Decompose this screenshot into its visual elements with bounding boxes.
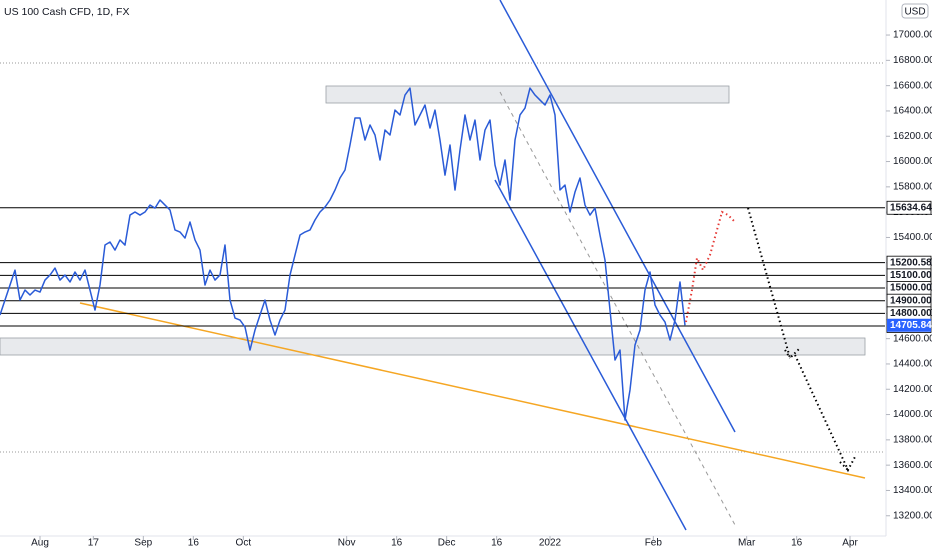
y-tick-label: 16000.00 bbox=[893, 156, 932, 167]
x-tick-label: Feb bbox=[645, 538, 663, 549]
projection-arrow bbox=[794, 354, 857, 473]
y-tick-label: 16600.00 bbox=[893, 80, 932, 91]
y-tick-label: 13400.00 bbox=[893, 485, 932, 496]
channel-line bbox=[499, 0, 736, 433]
y-tick-label: 17000.00 bbox=[893, 30, 932, 41]
price-level-label: 14800.00 bbox=[890, 308, 932, 319]
last-price-box bbox=[887, 318, 931, 332]
y-tick-label: 16400.00 bbox=[893, 106, 932, 117]
x-tick-label: Dec bbox=[438, 538, 456, 549]
y-tick-label: 14600.00 bbox=[893, 333, 932, 344]
projection-arrow bbox=[839, 461, 849, 471]
currency: USD bbox=[904, 7, 925, 18]
resistance-zone bbox=[325, 85, 730, 104]
x-tick-label: Mar bbox=[738, 538, 756, 549]
y-tick-label: 16800.00 bbox=[893, 55, 932, 66]
projection-arrow bbox=[685, 210, 736, 323]
x-tick-label: 16 bbox=[791, 538, 803, 549]
y-tick-label: 15400.00 bbox=[893, 232, 932, 243]
x-tick-label: 17 bbox=[88, 538, 100, 549]
projection-arrow bbox=[784, 349, 791, 359]
x-tick-label: 16 bbox=[391, 538, 403, 549]
y-tick-label: 13800.00 bbox=[893, 434, 932, 445]
y-tick-label: 14200.00 bbox=[893, 384, 932, 395]
x-tick-label: 16 bbox=[188, 538, 200, 549]
y-tick-label: 13200.00 bbox=[893, 510, 932, 521]
chart-title: US 100 Cash CFD, 1D, FX bbox=[4, 6, 129, 18]
x-tick-label: 2022 bbox=[539, 538, 562, 549]
y-tick-label: 14400.00 bbox=[893, 359, 932, 370]
price-level-box bbox=[886, 200, 932, 215]
price-level-label: 15634.64 bbox=[890, 202, 932, 213]
x-tick-label: Sep bbox=[134, 538, 152, 549]
price-level-label: 15000.00 bbox=[890, 283, 932, 294]
y-tick-label: 14000.00 bbox=[893, 409, 932, 420]
support-zone bbox=[0, 337, 866, 356]
currency-badge bbox=[901, 3, 929, 19]
y-tick-label: 13600.00 bbox=[893, 460, 932, 471]
x-tick-label: Nov bbox=[338, 538, 356, 549]
price-level-label: 14900.00 bbox=[890, 295, 932, 306]
last-price-label: 14705.84 bbox=[890, 320, 932, 331]
price-line bbox=[0, 87, 686, 421]
plot bbox=[0, 87, 885, 421]
channel-midline bbox=[499, 91, 736, 526]
x-tick-label: Oct bbox=[236, 538, 252, 549]
x-tick-label: Aug bbox=[31, 538, 49, 549]
trend-line bbox=[79, 302, 866, 479]
x-tick-label: Apr bbox=[842, 538, 858, 549]
x-tick-label: 16 bbox=[491, 538, 503, 549]
price-level-label: 15200.58 bbox=[890, 257, 932, 268]
y-tick-label: 15800.00 bbox=[893, 181, 932, 192]
channel-line bbox=[494, 179, 687, 531]
price-level-label: 15100.00 bbox=[890, 270, 932, 281]
y-tick-label: 16200.00 bbox=[893, 131, 932, 142]
